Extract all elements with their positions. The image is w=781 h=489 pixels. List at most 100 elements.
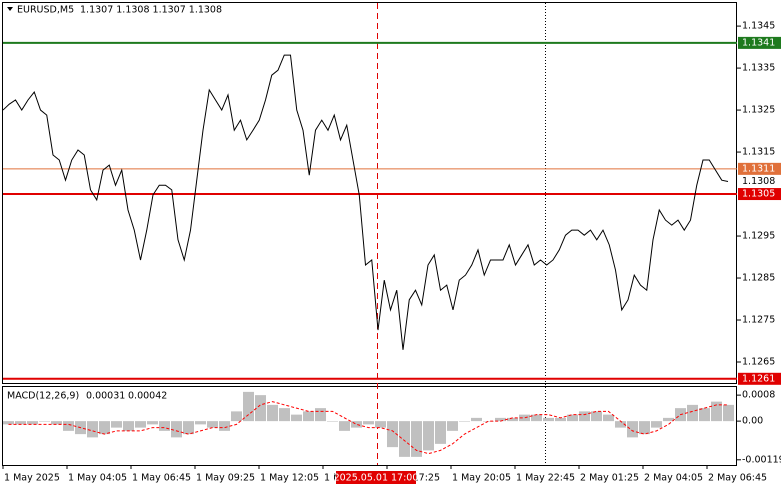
- x-tick-label: 2 May 06:45: [708, 473, 767, 484]
- macd-bar: [363, 421, 374, 425]
- macd-bar: [579, 411, 590, 422]
- x-tick-label: 1 May 12:05: [260, 473, 319, 484]
- y-tick-label: -0.00119: [742, 454, 781, 465]
- menu-arrow: [7, 7, 13, 11]
- macd-bar: [3, 421, 14, 425]
- macd-bar: [399, 421, 410, 457]
- macd-bar: [411, 421, 422, 457]
- macd-bar: [207, 421, 218, 428]
- macd-bar: [135, 421, 146, 428]
- macd-bar: [483, 421, 494, 422]
- macd-bar: [603, 414, 614, 422]
- time-marker-label: 2025.05.01 17:00: [334, 473, 419, 484]
- y-tick-label: 0.00: [742, 416, 763, 427]
- macd-bar: [111, 421, 122, 428]
- x-tick-label: 1 May 06:45: [132, 473, 191, 484]
- macd-bar: [51, 421, 62, 425]
- x-tick-label: 1 M: [324, 473, 341, 484]
- x-tick-label: 1 May 09:25: [196, 473, 255, 484]
- level-label-bg: [738, 372, 781, 385]
- macd-bar: [231, 411, 242, 422]
- macd-main: 0.00031: [86, 391, 125, 402]
- level-label: 1.1311: [742, 163, 775, 174]
- signal-line: [8, 401, 729, 455]
- x-tick-label: 2 May 04:05: [644, 473, 703, 484]
- macd-bar: [159, 421, 170, 431]
- x-tick-label: 1 May 20:05: [452, 473, 511, 484]
- level-label: 1.1305: [742, 189, 775, 200]
- macd-bar: [315, 408, 326, 422]
- macd-bar: [351, 421, 362, 428]
- price-panel: [2, 2, 737, 384]
- macd-bar: [687, 404, 698, 422]
- x-tick-label: 2 May 01:25: [580, 473, 639, 484]
- time-marker-bg: [336, 471, 416, 484]
- y-tick-label: 1.1275: [742, 315, 775, 326]
- macd-bar: [663, 417, 674, 422]
- macd-bar: [39, 421, 50, 422]
- chart-title: EURUSD,M5: [17, 5, 74, 16]
- macd-bar: [711, 401, 722, 422]
- macd-bar: [171, 421, 182, 438]
- level-label: 1.1341: [742, 37, 775, 48]
- y-tick-label: 1.1315: [742, 147, 775, 158]
- macd-bar: [471, 417, 482, 422]
- y-tick-label: 1.1265: [742, 357, 775, 368]
- macd-bar: [303, 411, 314, 422]
- macd-bar: [435, 421, 446, 444]
- level-label-bg: [738, 162, 781, 175]
- macd-bar: [507, 417, 518, 422]
- macd-bar: [15, 421, 26, 425]
- macd-bar: [495, 417, 506, 422]
- y-tick-label: 1.1345: [742, 21, 775, 32]
- macd-panel: [2, 386, 737, 466]
- macd-title: MACD(12,26,9): [7, 391, 79, 402]
- macd-bar: [27, 421, 38, 425]
- macd-bar: [615, 421, 626, 428]
- ohlc-text: 1.1307 1.1308 1.1307 1.1308: [80, 5, 222, 16]
- current-price-label: 1.1308: [742, 176, 775, 187]
- macd-bar: [567, 414, 578, 422]
- y-tick-label: 1.1285: [742, 273, 775, 284]
- macd-bar: [651, 421, 662, 428]
- x-tick-label: 1 May 2025: [4, 473, 60, 484]
- macd-bar: [123, 421, 134, 431]
- macd-bar: [291, 414, 302, 422]
- macd-bar: [279, 408, 290, 422]
- x-tick-label: 17:25: [413, 473, 440, 484]
- price-line: [2, 54, 729, 350]
- macd-bar: [591, 411, 602, 422]
- macd-bar: [447, 421, 458, 431]
- macd-bar: [459, 421, 470, 422]
- y-tick-label: 1.1335: [742, 63, 775, 74]
- y-tick-label: 1.1295: [742, 231, 775, 242]
- macd-bar: [219, 421, 230, 431]
- macd-bar: [639, 421, 650, 435]
- current-price-bg: [738, 175, 781, 188]
- macd-bar: [555, 417, 566, 422]
- x-tick-label: 1 May 22:45: [516, 473, 575, 484]
- macd-bar: [99, 421, 110, 435]
- level-label: 1.1261: [742, 373, 775, 384]
- macd-bar: [339, 421, 350, 431]
- macd-bar: [327, 421, 338, 422]
- macd-bar: [183, 421, 194, 435]
- x-tick-label: 1 May 04:05: [68, 473, 127, 484]
- macd-bar: [519, 414, 530, 422]
- macd-bar: [531, 414, 542, 422]
- macd-bar: [627, 421, 638, 438]
- macd-bar: [267, 404, 278, 422]
- y-tick-label: 1.1325: [742, 105, 775, 116]
- macd-bar: [723, 404, 734, 422]
- macd-bar: [543, 417, 554, 422]
- macd-bar: [195, 421, 206, 425]
- macd-bar: [87, 421, 98, 438]
- macd-bar: [255, 395, 266, 422]
- macd-bar: [423, 421, 434, 451]
- macd-signal: 0.00042: [128, 391, 167, 402]
- macd-bar: [63, 421, 74, 431]
- macd-bar: [375, 421, 386, 428]
- macd-bar: [699, 408, 710, 422]
